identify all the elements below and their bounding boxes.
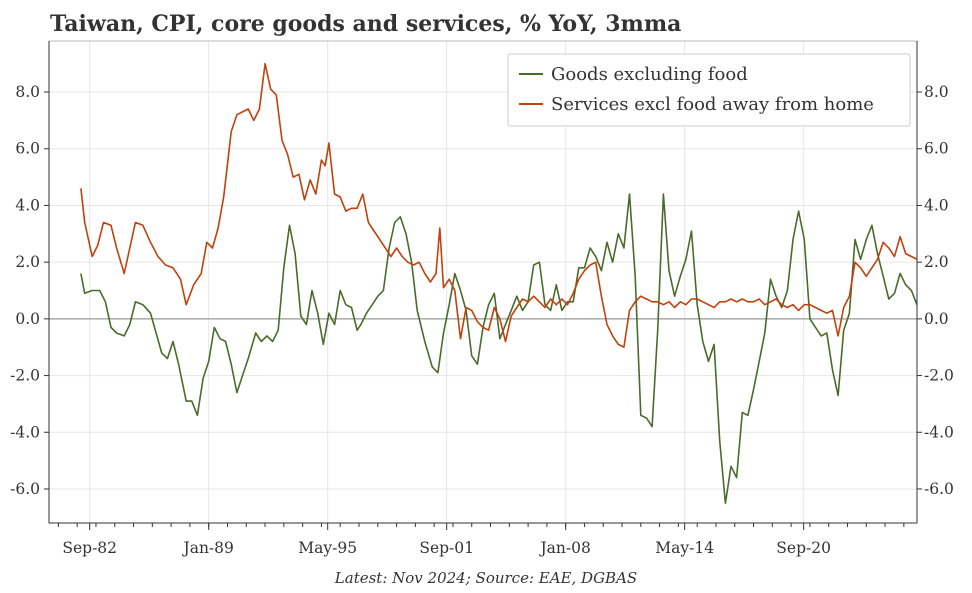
- y-tick-label-left: 4.0: [15, 196, 40, 214]
- y-tick-label-right: -4.0: [924, 423, 954, 441]
- y-tick-label-right: 4.0: [924, 196, 949, 214]
- y-tick-label-left: 6.0: [15, 140, 40, 158]
- y-tick-label-right: 0.0: [924, 310, 949, 328]
- x-tick-label: Jan-08: [538, 539, 590, 557]
- legend-label-goods: Goods excluding food: [551, 64, 748, 85]
- y-ticks-left: -6.0 -4.0 -2.0 0.0 2.0 4.0 6.0 8.0: [10, 83, 49, 498]
- x-tick-label: Sep-20: [776, 539, 831, 557]
- y-tick-label-left: -2.0: [10, 367, 40, 385]
- y-tick-label-left: -6.0: [10, 480, 40, 498]
- y-tick-label-right: -2.0: [924, 367, 954, 385]
- y-tick-label-right: 8.0: [924, 83, 949, 101]
- series-line-services: [80, 62, 918, 348]
- y-tick-label-left: 0.0: [15, 310, 40, 328]
- y-tick-label-right: 6.0: [924, 140, 949, 158]
- y-tick-label-left: 8.0: [15, 83, 40, 101]
- x-ticks: Sep-82 Jan-89 May-95 Sep-01 Jan-08 May-14 Sep-…: [57, 523, 905, 557]
- x-tick-label: May-95: [298, 539, 357, 557]
- y-tick-label-right: 2.0: [924, 253, 949, 271]
- y-tick-label-left: -4.0: [10, 423, 40, 441]
- chart-title: Taiwan, CPI, core goods and services, % …: [50, 11, 681, 37]
- chart-caption: Latest: Nov 2024; Source: EAE, DGBAS: [334, 569, 637, 587]
- legend-box: [507, 53, 911, 127]
- x-tick-label: May-14: [655, 539, 714, 557]
- y-tick-label-left: 2.0: [15, 253, 40, 271]
- y-tick-label-right: -6.0: [924, 480, 954, 498]
- legend: Goods excluding food Services excl food …: [507, 53, 911, 127]
- x-tick-label: Jan-89: [181, 539, 233, 557]
- x-tick-label: Sep-82: [62, 539, 117, 557]
- x-tick-label: Sep-01: [419, 539, 474, 557]
- legend-label-services: Services excl food away from home: [551, 94, 874, 115]
- series-layer: [80, 62, 918, 504]
- grid: [49, 41, 917, 523]
- series-line-goods: [80, 193, 918, 504]
- y-ticks-right: -6.0 -4.0 -2.0 0.0 2.0 4.0 6.0 8.0: [917, 83, 954, 498]
